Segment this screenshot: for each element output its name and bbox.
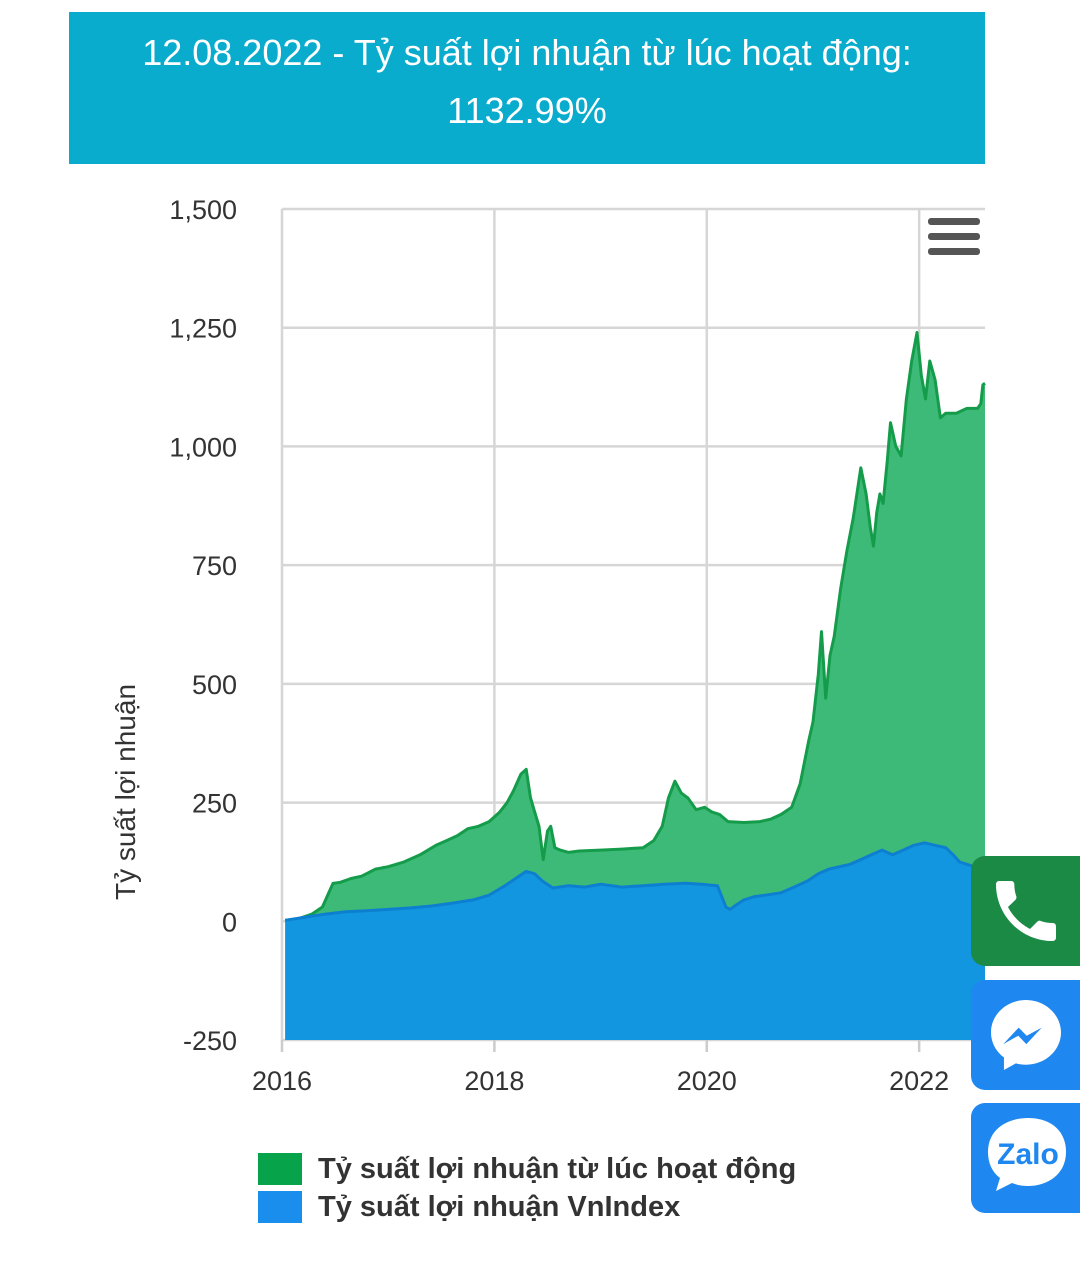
y-tick-label: 0 [222,907,237,937]
y-tick-label: 500 [192,670,237,700]
chart-axes: -250 0 250 500 750 1,000 1,250 1,500 2016 2018 202… [169,195,949,1096]
header-banner: 12.08.2022 - Tỷ suất lợi nhuận từ lúc ho… [69,12,985,164]
header-return-value: 1132.99% [447,90,607,131]
phone-button[interactable] [971,856,1080,966]
return-chart: -250 0 250 500 750 1,000 1,250 1,500 2016 2018 202… [110,195,986,1096]
x-tick-label: 2016 [252,1066,312,1096]
chart-areas [284,331,986,1040]
hamburger-menu-icon [928,218,980,225]
phone-icon [995,881,1056,941]
legend-swatch-fund [258,1153,302,1185]
x-tick-label: 2022 [889,1066,949,1096]
y-tick-label: 1,000 [169,432,237,462]
legend-label-fund: Tỷ suất lợi nhuận từ lúc hoạt động [318,1152,797,1185]
area-fund [285,332,985,1040]
zalo-label: Zalo [997,1138,1059,1171]
y-tick-label: 1,500 [169,195,237,225]
legend-swatch-vnindex [258,1191,302,1223]
y-tick-label: 1,250 [169,314,237,344]
chart-legend: Tỷ suất lợi nhuận từ lúc hoạt động Tỷ su… [258,1150,796,1226]
y-tick-label: 750 [192,551,237,581]
x-tick-label: 2020 [677,1066,737,1096]
y-axis-label: Tỷ suất lợi nhuận [110,684,141,900]
y-tick-label: -250 [183,1026,237,1056]
area-vnindex [285,842,985,1040]
legend-item-vnindex[interactable]: Tỷ suất lợi nhuận VnIndex [258,1188,796,1226]
zalo-icon: Zalo [987,1118,1066,1191]
x-tick-label: 2018 [464,1066,524,1096]
messenger-icon [990,1000,1061,1070]
line-vnindex [284,841,986,922]
chart-menu-button[interactable] [928,218,980,258]
y-tick-label: 250 [192,789,237,819]
line-fund [285,331,986,922]
zalo-button[interactable]: Zalo [971,1103,1080,1213]
messenger-button[interactable] [971,980,1080,1090]
legend-label-vnindex: Tỷ suất lợi nhuận VnIndex [318,1190,681,1223]
header-title: 12.08.2022 - Tỷ suất lợi nhuận từ lúc ho… [142,32,912,73]
legend-item-fund[interactable]: Tỷ suất lợi nhuận từ lúc hoạt động [258,1150,796,1188]
